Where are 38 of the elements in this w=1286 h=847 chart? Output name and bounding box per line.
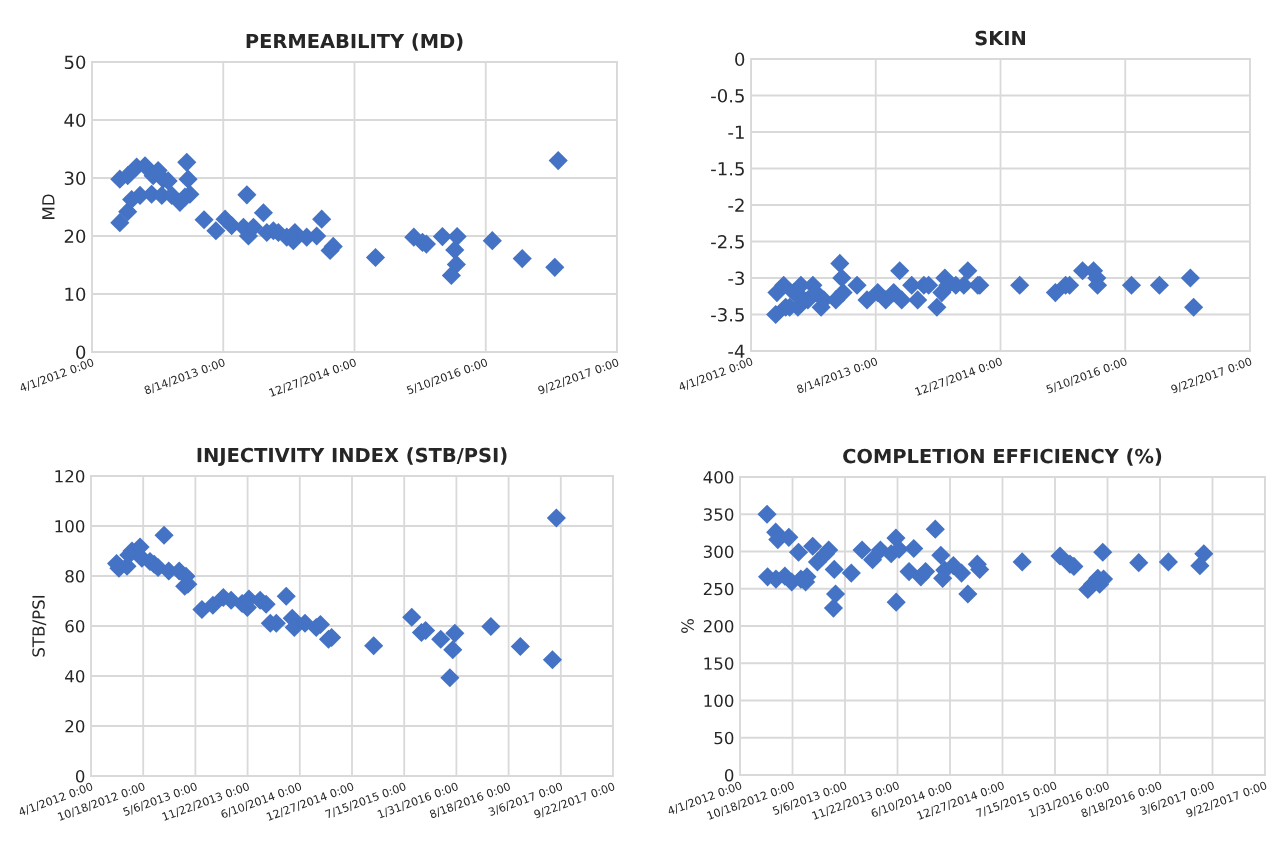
y-tick-label: 400 [703, 470, 734, 484]
y-tick-label: 200 [703, 619, 734, 633]
y-tick-label: 0 [724, 768, 734, 782]
y-tick-label: -2 [728, 198, 744, 212]
y-tick-label: 40 [65, 669, 85, 683]
y-axis-title: % [681, 619, 694, 633]
y-tick-label: 0 [75, 769, 85, 783]
y-axis-title: MD [42, 194, 55, 219]
y-tick-label: 0 [76, 345, 86, 360]
y-tick-label: 100 [55, 519, 85, 533]
y-axis-title: STB/PSI [32, 595, 47, 657]
y-tick-label: 150 [704, 657, 734, 670]
y-tick-label: -3.5 [711, 307, 744, 322]
y-tick-label: 250 [703, 582, 734, 596]
chart-title: PERMEABILITY (MD) [246, 33, 463, 51]
y-tick-label: -4 [728, 344, 745, 358]
y-tick-label: 30 [64, 171, 86, 186]
y-tick-label: -0.5 [711, 88, 744, 103]
chart-title: INJECTIVITY INDEX (STB/PSI) [197, 447, 507, 466]
y-tick-label: 80 [65, 569, 85, 583]
y-tick-label: 50 [64, 55, 86, 70]
y-tick-label: 350 [703, 508, 734, 521]
y-tick-label: -1 [728, 125, 744, 139]
y-tick-label: 20 [65, 719, 85, 733]
y-tick-label: 40 [64, 113, 86, 128]
y-tick-label: 20 [64, 229, 86, 244]
y-tick-label: 50 [714, 731, 734, 745]
chart-title: SKIN [975, 30, 1026, 46]
y-tick-label: 60 [65, 619, 85, 633]
y-tick-label: 120 [55, 469, 85, 483]
y-tick-label: 10 [65, 287, 86, 302]
y-tick-label: 0 [735, 52, 745, 67]
y-tick-label: 300 [703, 545, 734, 559]
y-tick-label: -3 [728, 271, 744, 286]
y-tick-label: -2.5 [711, 234, 744, 249]
y-tick-label: -1.5 [711, 162, 744, 176]
chart-title: COMPLETION EFFICIENCY (%) [843, 448, 1162, 466]
y-tick-label: 100 [704, 694, 734, 708]
